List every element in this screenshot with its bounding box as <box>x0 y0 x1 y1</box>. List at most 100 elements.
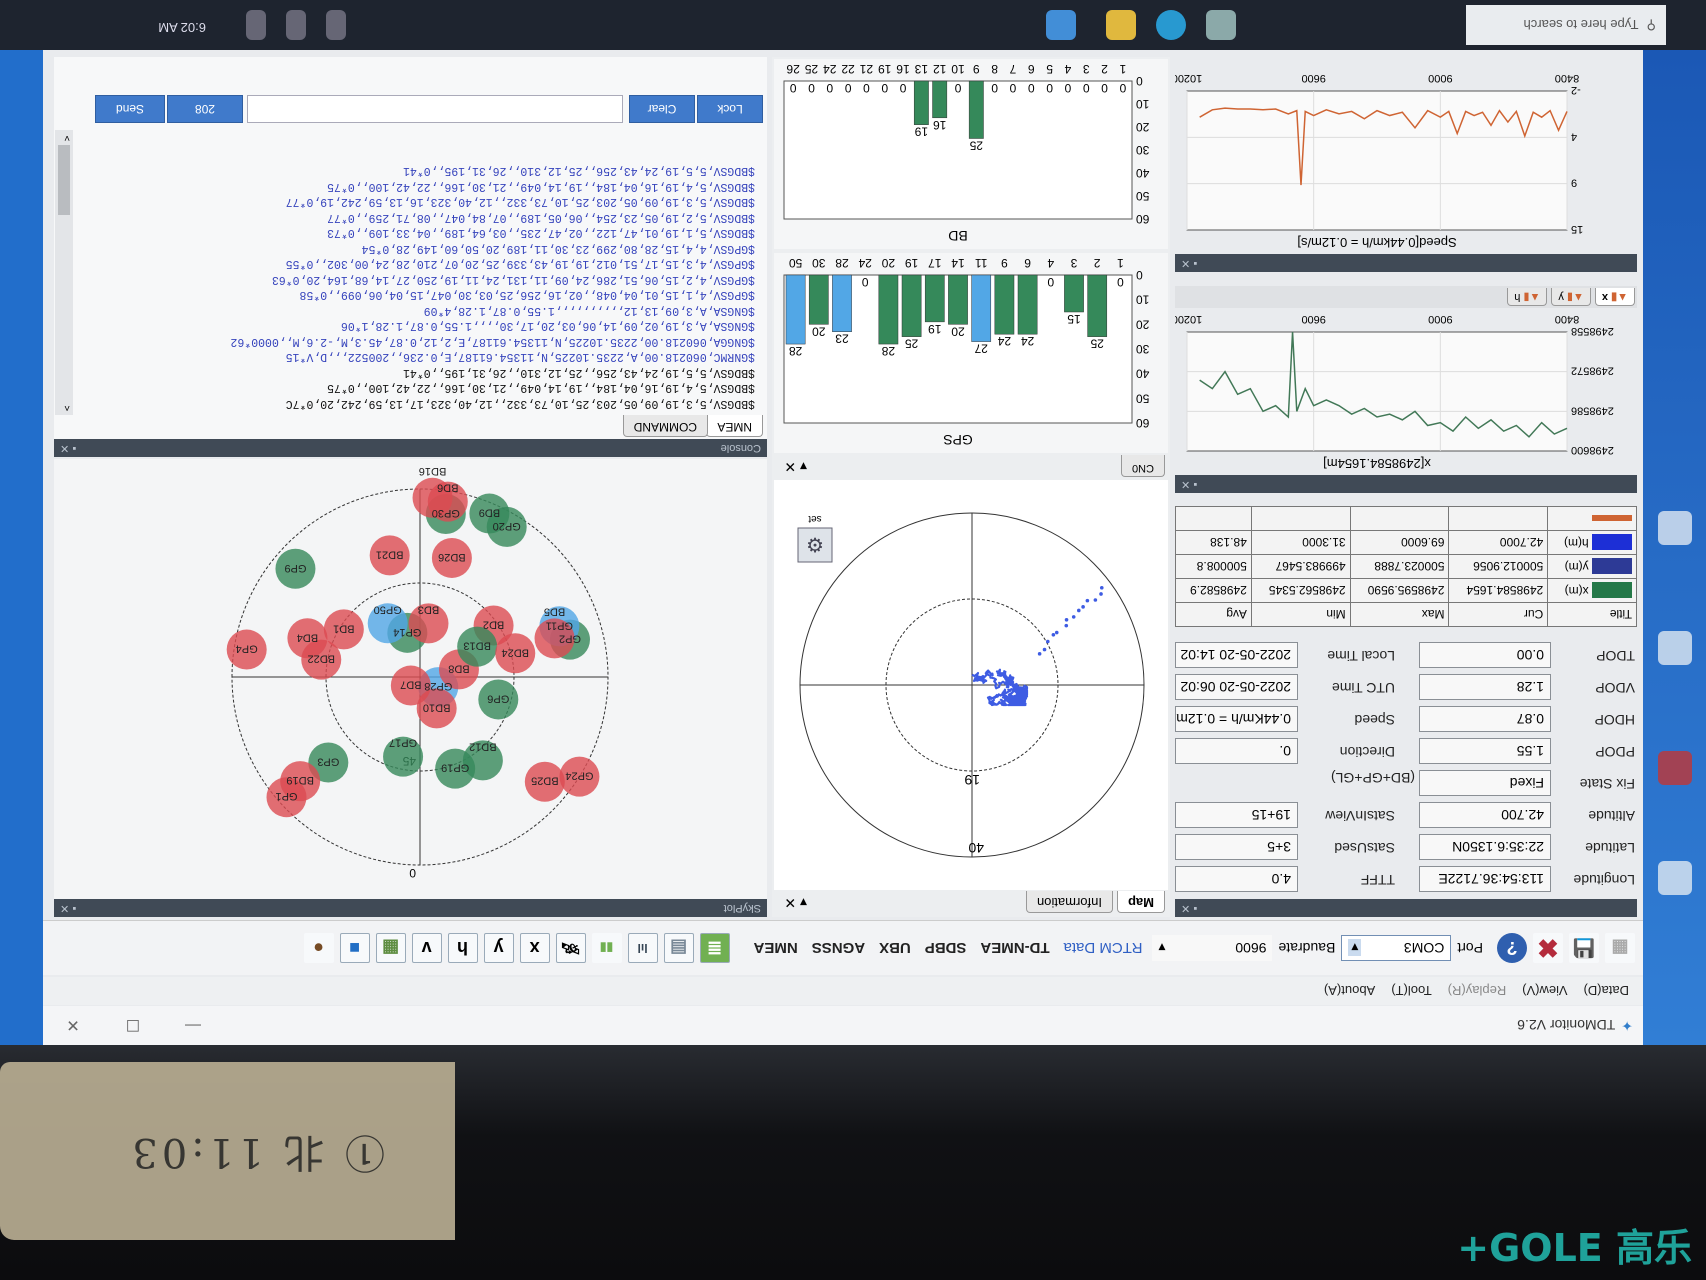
agnss-button[interactable]: AGNSS <box>811 939 866 957</box>
menu-data[interactable]: Data(D) <box>1583 983 1629 999</box>
satellite-icon[interactable]: 🛰 <box>555 933 586 963</box>
col-min: Min <box>1251 602 1351 627</box>
menu-tool[interactable]: Tool(T) <box>1391 983 1432 999</box>
x-tick-label: 9600 <box>1301 313 1325 325</box>
screen-icon[interactable]: ■ <box>339 933 370 963</box>
settings-button[interactable]: ⚙ set <box>797 513 833 563</box>
x-axis-icon[interactable]: x <box>519 933 550 963</box>
tab-x[interactable]: ▲▮ x <box>1594 288 1635 306</box>
network-icon[interactable] <box>286 10 306 40</box>
satellite-label: BD16 <box>419 465 447 477</box>
bar-chart-icon[interactable]: lıl <box>627 933 658 963</box>
console-line: $GPGSV,4,3,15,17,51,012,19,19,43,339,25,… <box>285 257 755 271</box>
velocity-icon[interactable]: v <box>411 933 442 963</box>
list-view-icon[interactable]: ≣ <box>699 933 730 963</box>
port-select[interactable]: COM3 ▾ <box>1341 935 1452 961</box>
tdmonitor-taskbar-icon[interactable] <box>1046 10 1076 40</box>
td-nmea-button[interactable]: TD-NMEA <box>980 939 1050 957</box>
close-icon[interactable]: ▪ ✕ <box>60 442 77 454</box>
minimize-button[interactable]: — <box>185 1017 201 1035</box>
signal-bars-icon[interactable]: ▮▮ <box>591 933 622 963</box>
console-log[interactable]: $BDGSV,5,3,19,09,05,203,25,10,73,332,,12… <box>73 130 763 415</box>
stat-min <box>1251 506 1351 531</box>
byte-count-button[interactable]: 208 <box>167 95 243 123</box>
tab-map[interactable]: Map <box>1117 891 1165 913</box>
connect-icon[interactable]: ▦ <box>1605 933 1635 963</box>
satellite-label: BD19 <box>286 774 314 786</box>
desktop-icon[interactable] <box>1658 631 1692 665</box>
desktop-icon[interactable] <box>1658 511 1692 545</box>
tab-y[interactable]: ▲▮ y <box>1551 288 1591 306</box>
x-tick-label: 3 <box>1083 62 1090 76</box>
tab-cn0[interactable]: CN0 <box>1120 455 1165 477</box>
menu-about[interactable]: About(A) <box>1323 983 1376 999</box>
rtcm-data-button[interactable]: RTCM Data <box>1063 939 1143 957</box>
scroll-up-icon[interactable]: ˄ <box>64 402 70 413</box>
close-icon[interactable]: ▪ ✕ <box>1181 902 1198 914</box>
send-button[interactable]: Send <box>95 95 165 123</box>
task-view-icon[interactable] <box>1206 10 1236 40</box>
bar-value-label: 0 <box>863 81 870 95</box>
x-tick-label: 17 <box>928 256 942 270</box>
panel-menu-icon[interactable]: ▾ ✕ <box>784 895 807 911</box>
command-input[interactable] <box>247 95 623 123</box>
scroll-thumb[interactable] <box>58 145 70 215</box>
y-tick-label: 30 <box>1136 342 1150 356</box>
bar-value-label: 0 <box>1119 81 1126 95</box>
map-icon[interactable]: ▦ <box>375 933 406 963</box>
menu-view[interactable]: View(V) <box>1522 983 1568 999</box>
bar-value-label: 25 <box>969 139 983 153</box>
position-map[interactable]: 40 19 ⚙ set <box>774 480 1168 890</box>
document-icon[interactable]: ▤ <box>663 933 694 963</box>
ring-label: 40 <box>968 840 984 856</box>
menu-replay[interactable]: Replay(R) <box>1447 983 1507 999</box>
stat-cur <box>1448 506 1548 531</box>
desktop-icon[interactable] <box>1658 861 1692 895</box>
close-icon[interactable]: ▪ ✕ <box>60 902 77 914</box>
x-tick-label: 24 <box>823 62 837 76</box>
stats-header-row: Title Cur Max Min Avg <box>1175 602 1637 627</box>
disconnect-icon[interactable]: ✖ <box>1533 933 1563 964</box>
info-label-2: Speed <box>1354 712 1395 728</box>
bar-value-label: 0 <box>808 81 815 95</box>
maximize-button[interactable]: ☐ <box>125 1016 141 1034</box>
panel-menu-icon[interactable]: ▾ ✕ <box>784 459 807 475</box>
lock-button[interactable]: Lock <box>697 95 763 123</box>
save-icon[interactable]: 💾 <box>1569 933 1599 963</box>
bar <box>1087 274 1108 337</box>
ubx-button[interactable]: UBX <box>879 939 911 957</box>
stat-avg: 48.138 <box>1175 530 1252 555</box>
help-icon[interactable]: ? <box>1497 933 1527 963</box>
baudrate-select[interactable]: 9600 ▾ <box>1152 935 1273 961</box>
close-icon[interactable]: ▪ ✕ <box>1181 257 1198 269</box>
satellite-marker <box>431 537 472 578</box>
edge-icon[interactable] <box>1156 10 1186 40</box>
y-axis-icon[interactable]: y <box>483 933 514 963</box>
handwritten-note: ① 北 11:03 <box>0 1062 455 1240</box>
satellite-marker <box>301 639 342 680</box>
tab-nmea[interactable]: NMEA <box>706 415 763 437</box>
nmea-button[interactable]: NMEA <box>753 939 798 957</box>
position-point <box>1099 592 1103 596</box>
desktop-icon[interactable] <box>1658 751 1692 785</box>
tab-information[interactable]: Information <box>1025 891 1113 913</box>
tab-command[interactable]: COMMAND <box>622 415 708 437</box>
clear-button[interactable]: Clear <box>629 95 695 123</box>
height-icon[interactable]: h <box>447 933 478 963</box>
tab-h[interactable]: ▲▮ h <box>1507 288 1548 306</box>
close-icon[interactable]: ▪ ✕ <box>1181 478 1198 490</box>
close-button[interactable]: ✕ <box>66 1016 80 1034</box>
satellite-marker <box>524 761 565 802</box>
position-track <box>971 668 1029 707</box>
scroll-down-icon[interactable]: ˅ <box>64 132 70 143</box>
position-point <box>1093 598 1098 602</box>
globe-icon[interactable]: ● <box>303 933 334 963</box>
volume-icon[interactable] <box>246 10 266 40</box>
taskbar-search[interactable]: ⚲ Type here to search <box>1466 5 1666 45</box>
tray-icon[interactable] <box>326 10 346 40</box>
sdbp-button[interactable]: SDBP <box>924 939 967 957</box>
file-explorer-icon[interactable] <box>1106 10 1136 40</box>
satellite-marker <box>308 742 349 783</box>
y-tick-label: 2498600 <box>1571 444 1614 456</box>
console-scrollbar[interactable]: ˄ ˅ <box>55 130 73 415</box>
